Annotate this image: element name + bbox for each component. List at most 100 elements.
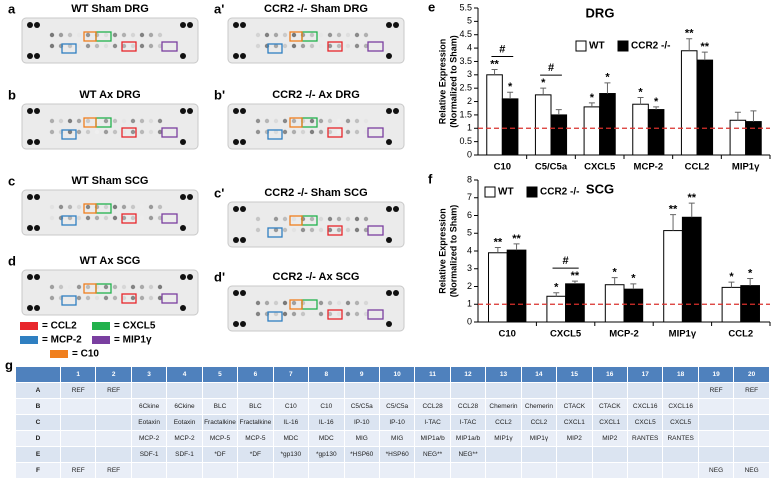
bar	[604, 284, 625, 323]
blot-dot	[121, 32, 127, 38]
table-cell: SDF-1	[130, 446, 168, 463]
blot-dot	[255, 32, 261, 38]
table-cell: REF	[733, 382, 770, 399]
table-cell: E	[15, 446, 61, 463]
blot-highlight	[289, 31, 303, 42]
table-row: D MCP-2 MCP-2 MCP-5 MCP-5 MDC MDC MIG MIG MIP1a/b…	[15, 430, 770, 447]
blot-dot	[67, 215, 73, 221]
blot-dot	[393, 206, 399, 212]
y-tick-label: 0.5	[459, 136, 472, 146]
error-bar	[670, 214, 677, 231]
blot-dot	[309, 216, 315, 222]
blot-dot	[76, 129, 82, 135]
blot-dot	[282, 216, 288, 222]
significance-mark: *	[605, 72, 610, 84]
table-cell: C5/C5a	[343, 398, 380, 415]
blot-dot	[139, 43, 145, 49]
blot-dot	[67, 118, 73, 124]
blot-dot	[157, 118, 163, 124]
blot-dot	[103, 295, 109, 301]
comparison-mark: #	[499, 43, 505, 55]
blot-dot	[76, 284, 82, 290]
significance-mark: **	[685, 28, 694, 40]
table-cell: Fractalkine	[201, 414, 239, 431]
table-cell	[591, 446, 629, 463]
blot-dot	[34, 305, 40, 311]
y-tick-label: 3.5	[459, 56, 472, 66]
blot-dot	[58, 118, 64, 124]
blot-dot	[282, 118, 288, 124]
y-tick-label: 3	[467, 69, 472, 79]
table-cell: 1	[59, 366, 97, 383]
blot-highlight	[61, 129, 77, 140]
blot-title: WT Sham SCG	[71, 175, 148, 187]
blot-dot	[180, 53, 186, 59]
table-cell	[130, 382, 168, 399]
blot-dot	[264, 216, 270, 222]
table-cell	[626, 382, 664, 399]
blot-highlight	[267, 129, 283, 140]
blot-dot	[291, 227, 297, 233]
blot-highlight	[267, 43, 283, 54]
blot-dot	[240, 321, 246, 327]
bar	[534, 94, 552, 156]
blot-dot	[139, 295, 145, 301]
blot-dot	[327, 32, 333, 38]
significance-mark: **	[571, 270, 580, 282]
blot-dot	[327, 129, 333, 135]
table-cell: D	[15, 430, 61, 447]
blot-dot	[27, 22, 33, 28]
blot-dot	[327, 118, 333, 124]
error-bar	[494, 246, 501, 253]
blot-dot	[354, 129, 360, 135]
blot-highlight	[121, 293, 137, 304]
blot-highlight	[327, 41, 343, 52]
table-cell	[485, 446, 522, 463]
table-cell: NEG	[733, 462, 770, 479]
blot-dot	[148, 43, 154, 49]
blot-dot	[309, 118, 315, 124]
blot-dot	[233, 321, 239, 327]
blot-dot	[386, 22, 392, 28]
panel-letter: c'	[214, 185, 224, 200]
table-cell: REF	[95, 382, 132, 399]
error-bar	[688, 202, 695, 218]
table-cell	[556, 462, 593, 479]
table-cell	[378, 462, 416, 479]
table-cell: 6Ckine	[166, 398, 203, 415]
y-tick-label: 1	[467, 123, 472, 133]
blot-dot	[130, 32, 136, 38]
table-row: F REF REF NEG NEG	[15, 462, 770, 479]
table-cell: 8	[308, 366, 345, 383]
blot-dot	[187, 194, 193, 200]
bar	[663, 230, 683, 323]
error-bar	[491, 68, 498, 75]
table-cell	[485, 462, 522, 479]
table-cell: BLC	[237, 398, 274, 415]
blot-title: WT Sham DRG	[71, 3, 149, 15]
blot-dot	[27, 139, 33, 145]
blot-dot	[363, 129, 369, 135]
blot-dot	[34, 108, 40, 114]
blot-dot	[318, 32, 324, 38]
blot-title: WT Ax SCG	[80, 255, 141, 267]
panel-letter: b'	[214, 87, 225, 102]
blot-dot	[139, 129, 145, 135]
error-bar	[513, 243, 520, 251]
table-row: E SDF-1 SDF-1 *DF *DF *gp130 *gp130 *HSP60 *HSP6…	[15, 446, 770, 463]
bar	[488, 252, 508, 323]
blot-dot	[94, 129, 100, 135]
blot-dot	[327, 216, 333, 222]
blot-dot	[363, 118, 369, 124]
blot-highlight	[121, 213, 137, 224]
x-tick-label: CCL2	[685, 162, 710, 173]
blot-title: CCR2 -/- Ax DRG	[272, 89, 360, 101]
blot-dot	[85, 129, 91, 135]
table-cell: B	[15, 398, 61, 415]
table-cell: Eotaxin	[130, 414, 168, 431]
blot-dot	[255, 311, 261, 317]
table-cell: 13	[485, 366, 522, 383]
blot-highlight	[161, 293, 178, 304]
blot-dot	[291, 32, 297, 38]
table-cell	[591, 462, 629, 479]
